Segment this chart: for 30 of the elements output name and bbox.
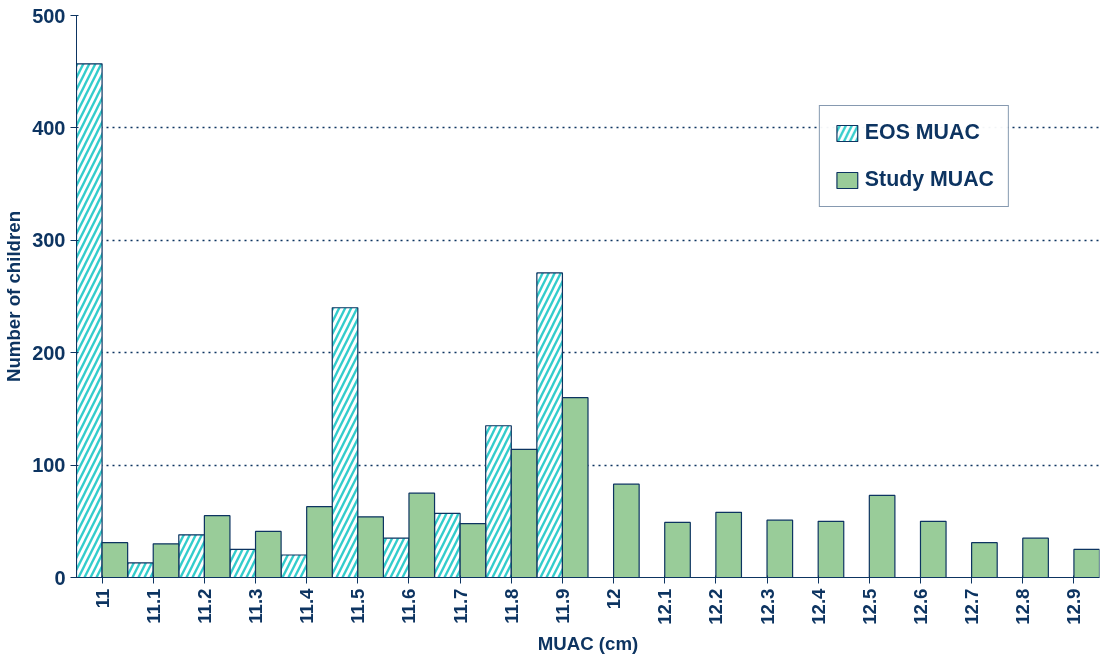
x-axis-title: MUAC (cm) [537,632,639,654]
y-tick-label: 0 [54,566,66,589]
y-tick-label: 400 [32,116,66,139]
x-tick-label: 11.4 [296,587,318,624]
x-tick-label: 11.2 [193,588,215,624]
y-tick-label: 200 [32,341,66,364]
x-tick-label: 12.1 [654,588,676,625]
x-tick-label: 11.8 [500,588,522,624]
legend-label: Study MUAC [864,167,994,192]
x-tick-label: 11.7 [449,588,471,624]
y-axis-title: Number of children [3,210,25,383]
x-tick-label: 12.8 [1012,588,1034,625]
x-tick-label: 12 [603,588,625,610]
x-tick-label: 11.5 [347,588,369,624]
x-tick-label: 11.9 [551,588,573,624]
x-tick-label: 12.9 [1063,588,1085,625]
x-tick-label: 11.1 [142,588,164,624]
y-tick-label: 300 [32,229,66,252]
x-tick-label: 12.3 [756,588,778,625]
x-tick-label: 12.7 [961,588,983,625]
legend-label: EOS MUAC [864,120,980,145]
x-tick-label: 12.4 [807,587,829,625]
x-tick-label: 12.6 [909,588,931,625]
y-tick-label: 100 [32,454,66,477]
y-tick-label: 500 [32,4,66,27]
x-tick-label: 12.5 [858,588,880,625]
x-tick-label: 11.3 [245,588,267,624]
x-tick-label: 11.6 [398,588,420,624]
x-tick-label: 11 [91,588,113,609]
x-tick-label: 12.2 [705,588,727,625]
